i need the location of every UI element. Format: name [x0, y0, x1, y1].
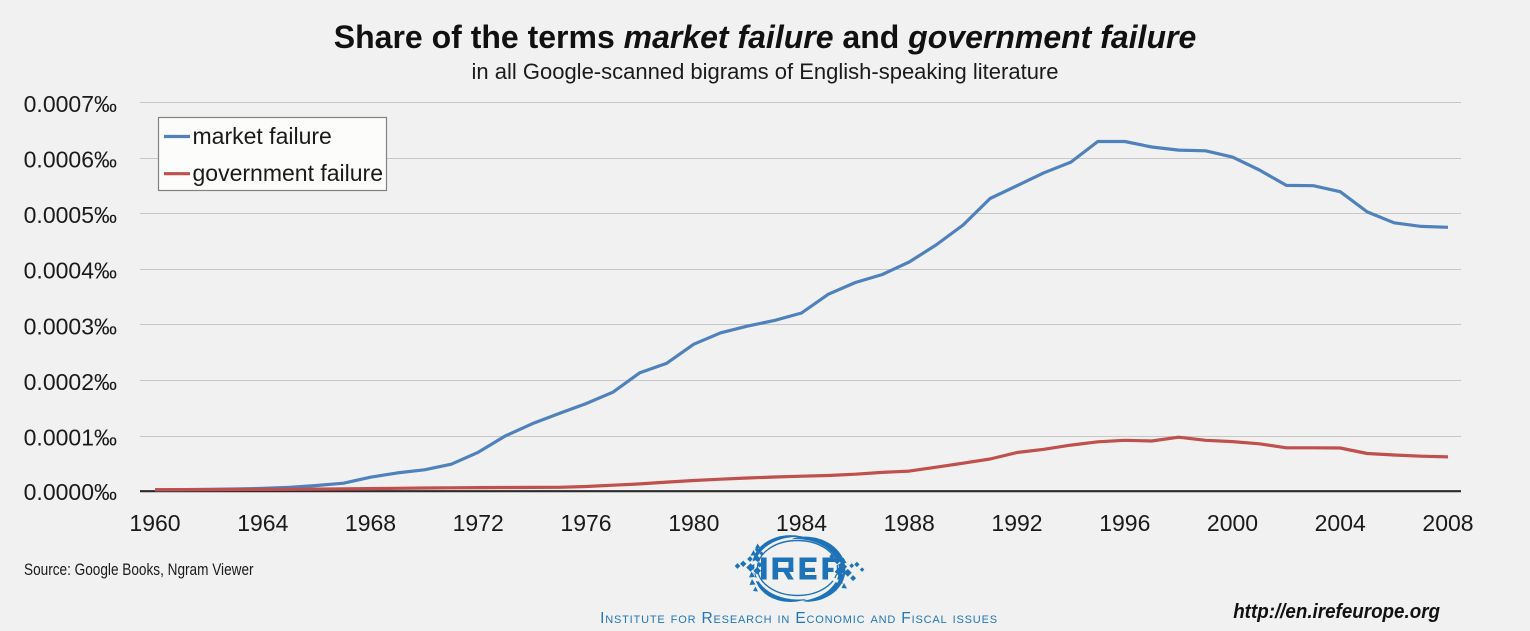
- svg-text:1968: 1968: [345, 510, 396, 536]
- svg-text:0.0006‰: 0.0006‰: [24, 147, 117, 173]
- svg-text:0.0002‰: 0.0002‰: [24, 369, 117, 395]
- svg-text:0.0007‰: 0.0007‰: [24, 91, 117, 117]
- svg-text:1964: 1964: [237, 510, 288, 536]
- svg-text:2000: 2000: [1207, 510, 1258, 536]
- svg-text:market failure: market failure: [193, 123, 332, 149]
- svg-text:1960: 1960: [129, 510, 180, 536]
- svg-text:0.0003‰: 0.0003‰: [24, 313, 117, 339]
- svg-text:1984: 1984: [776, 510, 827, 536]
- svg-text:2008: 2008: [1422, 510, 1473, 536]
- svg-text:0.0005‰: 0.0005‰: [24, 202, 117, 228]
- svg-text:1972: 1972: [453, 510, 504, 536]
- svg-text:0.0001‰: 0.0001‰: [24, 425, 117, 451]
- svg-text:0.0004‰: 0.0004‰: [24, 258, 117, 284]
- svg-text:1996: 1996: [1099, 510, 1150, 536]
- svg-text:1988: 1988: [884, 510, 935, 536]
- svg-text:government failure: government failure: [193, 160, 384, 186]
- svg-text:1976: 1976: [560, 510, 611, 536]
- svg-text:1980: 1980: [668, 510, 719, 536]
- svg-text:1992: 1992: [991, 510, 1042, 536]
- svg-text:0.0000‰: 0.0000‰: [24, 479, 117, 505]
- svg-text:2004: 2004: [1315, 510, 1366, 536]
